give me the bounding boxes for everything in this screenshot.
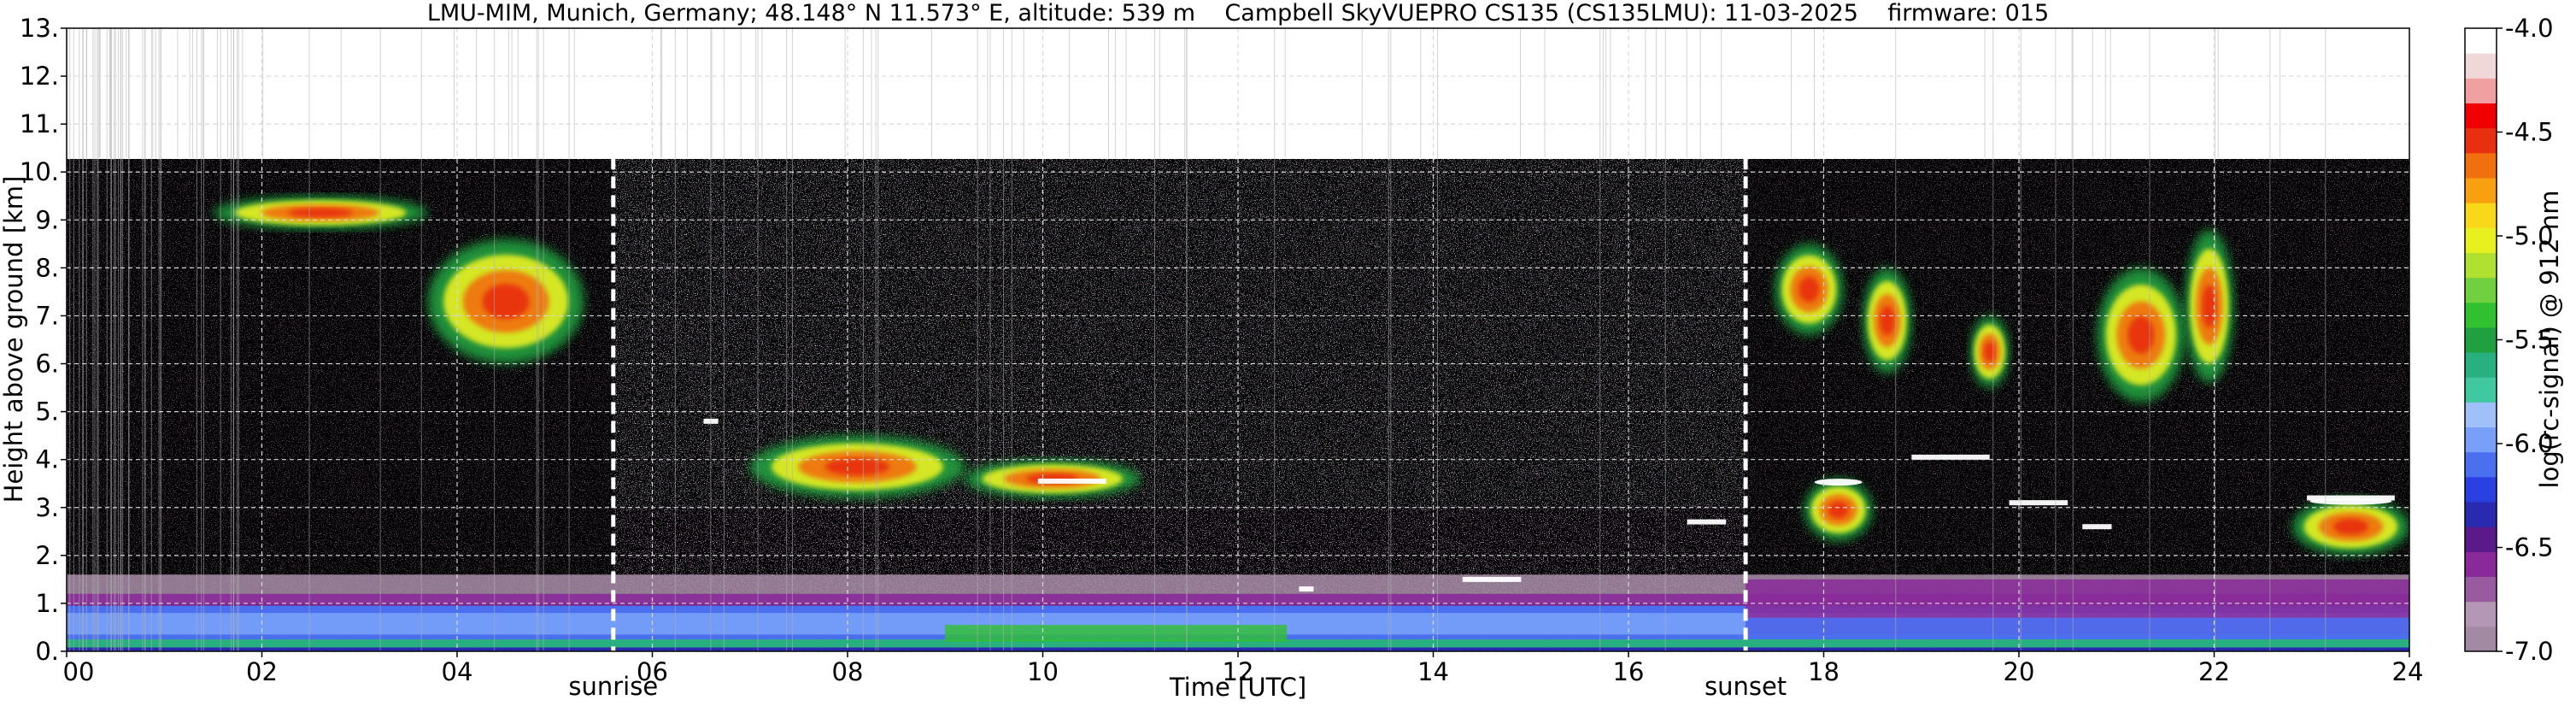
x-tick-label: 02 <box>246 657 278 686</box>
y-tick-label: 8. <box>35 253 59 282</box>
cloud-fragment <box>1911 454 1990 460</box>
y-axis: 0. 1. 2. 3. 4. 5. 6. 7. 8. 9. 10. 11. 12. 13. <box>20 14 67 666</box>
colorbar-segment <box>2465 103 2497 129</box>
colorbar-segment <box>2465 177 2497 203</box>
colorbar: -4.0 -4.5 -5.0 -5.5 -6.0 -6.5 -7.0 <box>2464 14 2554 666</box>
x-tick-label: 12 <box>1223 657 1254 686</box>
cloud-feature <box>2291 497 2409 556</box>
y-tick-label: 13. <box>20 14 59 43</box>
cloud-fragment <box>1299 586 1314 592</box>
y-tick-label: 10. <box>20 157 59 186</box>
y-tick-label: 1. <box>35 589 59 618</box>
colorbar-segment <box>2465 277 2497 303</box>
sunrise-label: sunrise <box>568 672 658 701</box>
x-tick-label: 20 <box>2004 657 2035 686</box>
x-tick-label: 22 <box>2198 657 2230 686</box>
cloud-feature <box>2185 229 2234 383</box>
colorbar-segment <box>2465 302 2497 328</box>
colorbar-segment <box>2465 527 2497 552</box>
y-tick-label: 4. <box>35 445 59 474</box>
cloud-feature <box>1775 244 1844 335</box>
cloud-feature <box>427 238 584 364</box>
cloud-fragment <box>1037 478 1106 484</box>
boundary-layer-evening-lower <box>1746 617 2409 635</box>
y-tick-label: 3. <box>35 493 59 522</box>
colorbar-label: log(rc-signal) @ 912 nm <box>2535 191 2564 489</box>
colorbar-tick-label: -4.5 <box>2505 118 2554 147</box>
cloud-feature <box>1969 315 2010 388</box>
colorbar-segment <box>2465 127 2497 154</box>
colorbar-segment <box>2465 152 2497 179</box>
cloud-feature <box>213 196 428 230</box>
colorbar-segment <box>2465 227 2497 253</box>
x-axis-label: Time [UTC] <box>1169 673 1306 702</box>
y-tick-label: 6. <box>35 350 59 379</box>
colorbar-segment <box>2465 576 2497 603</box>
colorbar-segment <box>2465 28 2497 54</box>
colorbar-segment <box>2465 402 2497 428</box>
cloud-fragment <box>1462 576 1522 582</box>
chart-title: LMU-MIM, Munich, Germany; 48.148° N 11.5… <box>427 0 2049 26</box>
colorbar-segment <box>2465 476 2497 503</box>
x-tick-label: 14 <box>1417 657 1449 686</box>
x-axis: 00 02 04 06 08 10 12 14 16 18 20 22 24 <box>63 651 2424 686</box>
colorbar-segment <box>2465 78 2497 103</box>
x-tick-label: 04 <box>442 657 473 686</box>
y-tick-label: 7. <box>35 301 59 330</box>
x-tick-label: 16 <box>1613 657 1645 686</box>
cloud-fragment <box>2082 524 2112 530</box>
colorbar-segment <box>2465 252 2497 279</box>
colorbar-tick-label: -6.5 <box>2505 533 2554 562</box>
y-tick-label: 11. <box>20 109 59 138</box>
sunset-label: sunset <box>1705 672 1787 701</box>
colorbar-segment <box>2465 377 2497 403</box>
colorbar-segment <box>2465 626 2497 652</box>
cloud-fragment <box>2307 495 2395 501</box>
cloud-feature <box>749 435 965 498</box>
boundary-layer-band <box>67 647 2409 651</box>
cloud-fragment <box>1687 519 1727 525</box>
colorbar-segment <box>2465 327 2497 353</box>
y-tick-label: 9. <box>35 205 59 234</box>
boundary-layer-midday <box>945 625 1288 642</box>
x-tick-label: 08 <box>832 657 864 686</box>
cloud-feature <box>1804 479 1873 542</box>
colorbar-segment <box>2465 53 2497 79</box>
colorbar-segment <box>2465 203 2497 228</box>
cloud-fragment <box>2009 500 2068 506</box>
colorbar-segment <box>2465 551 2497 578</box>
x-tick-label: 24 <box>2392 657 2424 686</box>
x-tick-label: 18 <box>1808 657 1840 686</box>
plot-area <box>66 27 2410 652</box>
colorbar-segment <box>2465 427 2497 453</box>
y-tick-label: 12. <box>20 62 59 91</box>
y-tick-label: 0. <box>35 637 59 666</box>
y-tick-label: 5. <box>35 397 59 427</box>
x-tick-label: 06 <box>637 657 668 686</box>
x-tick-label: 10 <box>1027 657 1059 686</box>
cloud-feature <box>2097 268 2186 403</box>
colorbar-tick-label: -7.0 <box>2505 637 2554 666</box>
colorbar-segment <box>2465 451 2497 478</box>
colorbar-tick-label: -6.0 <box>2505 429 2554 458</box>
colorbar-segment <box>2465 502 2497 527</box>
y-axis-label: Height above ground [km] <box>0 176 28 503</box>
colorbar-tick-label: -4.0 <box>2505 14 2554 43</box>
x-tick-label: 00 <box>63 657 95 686</box>
colorbar-tick-label: -5.0 <box>2505 221 2554 250</box>
cloud-feature <box>1863 268 1912 374</box>
colorbar-tick-label: -5.5 <box>2505 326 2554 355</box>
y-tick-label: 2. <box>35 541 59 570</box>
boundary-layer-band <box>67 638 2409 648</box>
colorbar-segment <box>2465 352 2497 378</box>
colorbar-segment <box>2465 601 2497 627</box>
